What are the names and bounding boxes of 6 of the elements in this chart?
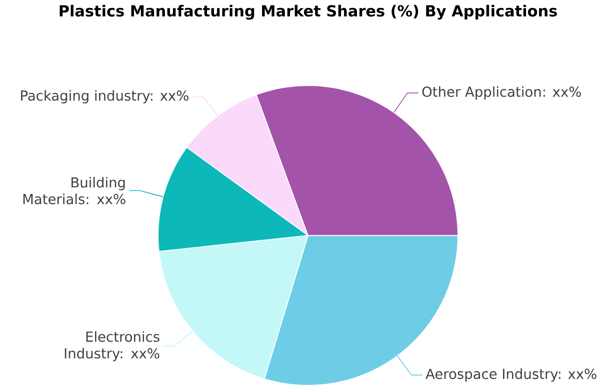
slice-label: Packaging industry: xx%	[21, 90, 188, 104]
slice-label: Aerospace Industry: xx%	[426, 368, 596, 382]
chart-title: Plastics Manufacturing Market Shares (%) By Applications	[60, 4, 557, 20]
slice-label: Electronics Industry: xx%	[64, 331, 160, 362]
slice-label: Building Materials: xx%	[23, 177, 126, 204]
slice-label: Other Application: xx%	[422, 86, 581, 100]
